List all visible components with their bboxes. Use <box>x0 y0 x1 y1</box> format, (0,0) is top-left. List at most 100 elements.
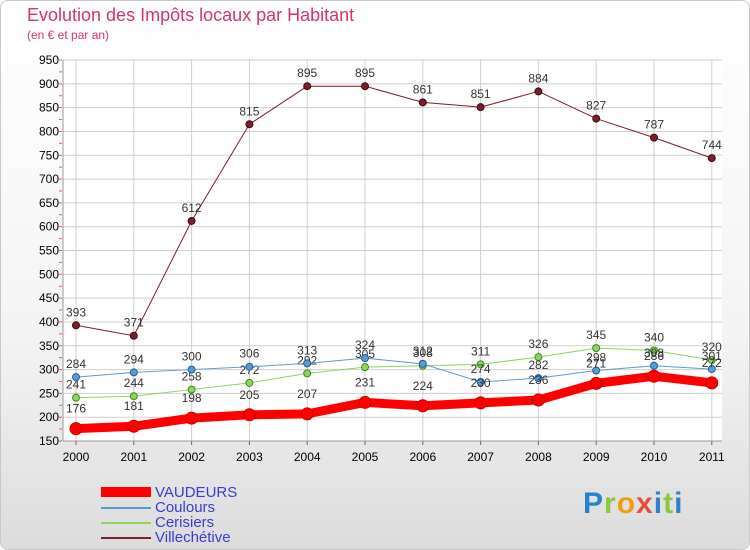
legend-swatch-villechetive <box>101 537 151 539</box>
y-tick-label: 800 <box>39 124 59 138</box>
data-point-coulours <box>592 366 601 375</box>
data-label-villechetive: 815 <box>239 104 259 118</box>
data-point-vaudeurs <box>69 422 83 436</box>
data-label-vaudeurs: 224 <box>413 379 433 393</box>
legend-item-vaudeurs: VAUDEURS <box>101 484 301 501</box>
data-point-villechetive <box>534 87 543 96</box>
data-label-villechetive: 851 <box>471 87 491 101</box>
data-point-villechetive <box>476 103 485 112</box>
data-label-vaudeurs: 272 <box>702 356 722 370</box>
data-point-villechetive <box>361 82 369 91</box>
data-point-vaudeurs <box>416 399 430 413</box>
legend-swatch-vaudeurs <box>101 487 151 497</box>
series-line-villechetive <box>75 85 713 337</box>
data-label-villechetive: 827 <box>586 99 606 113</box>
series-line-cerisiers <box>75 347 713 399</box>
data-point-cerisiers <box>650 346 658 355</box>
legend-label-coulours: Coulours <box>155 499 216 516</box>
data-point-vaudeurs <box>300 407 314 421</box>
data-label-coulours: 298 <box>586 351 606 365</box>
data-label-villechetive: 393 <box>66 305 86 319</box>
x-tick-label: 2009 <box>583 450 610 464</box>
data-point-villechetive <box>650 133 658 142</box>
legend-item-coulours: Coulours <box>101 499 301 516</box>
data-point-villechetive <box>592 114 601 123</box>
logo-letter: i <box>653 487 664 520</box>
logo-letter: t <box>663 487 675 520</box>
data-label-villechetive: 612 <box>182 201 202 215</box>
y-tick-label: 900 <box>39 77 59 91</box>
data-label-villechetive: 787 <box>644 118 664 132</box>
x-tick-label: 2001 <box>120 450 147 464</box>
x-tick-label: 2000 <box>63 450 90 464</box>
y-tick-label: 950 <box>39 53 59 67</box>
data-label-coulours: 284 <box>66 357 86 371</box>
data-label-villechetive: 744 <box>702 138 722 152</box>
series-line-coulours <box>75 357 713 383</box>
data-label-vaudeurs: 198 <box>182 391 202 405</box>
data-label-cerisiers: 326 <box>528 337 548 351</box>
x-tick-label: 2010 <box>641 450 668 464</box>
data-point-coulours <box>187 365 196 374</box>
legend-label-vaudeurs: VAUDEURS <box>155 484 238 501</box>
x-tick-label: 2005 <box>352 450 379 464</box>
proxiti-logo: Proxiti <box>583 487 683 521</box>
data-point-villechetive <box>303 82 312 91</box>
data-label-coulours: 274 <box>471 362 491 376</box>
data-label-villechetive: 861 <box>413 82 433 96</box>
data-point-cerisiers <box>361 363 369 372</box>
data-label-villechetive: 895 <box>355 66 375 80</box>
data-label-coulours: 313 <box>297 343 317 357</box>
data-label-cerisiers: 311 <box>471 344 490 358</box>
data-label-villechetive: 371 <box>124 316 144 330</box>
data-point-cerisiers <box>476 360 485 369</box>
data-point-coulours <box>72 373 80 382</box>
data-label-coulours: 294 <box>124 352 144 366</box>
legend-swatch-cerisiers <box>101 522 151 524</box>
chart-title: Evolution des Impôts locaux par Habitant <box>27 5 355 25</box>
data-point-cerisiers <box>592 344 601 353</box>
x-tick-label: 2008 <box>525 450 552 464</box>
data-point-vaudeurs <box>127 419 141 433</box>
legend-item-cerisiers: Cerisiers <box>101 514 301 531</box>
y-tick-label: 750 <box>39 148 59 162</box>
x-tick-label: 2007 <box>467 450 494 464</box>
data-label-cerisiers: 244 <box>124 376 144 390</box>
y-tick-label: 300 <box>39 363 59 377</box>
data-point-villechetive <box>129 331 138 340</box>
logo-letter: i <box>674 487 684 520</box>
data-label-coulours: 306 <box>239 347 259 361</box>
data-point-villechetive <box>187 216 196 225</box>
y-tick-label: 850 <box>39 101 59 115</box>
data-label-vaudeurs: 286 <box>644 349 664 363</box>
data-point-vaudeurs <box>358 395 372 409</box>
data-label-vaudeurs: 207 <box>297 387 317 401</box>
x-tick-label: 2004 <box>294 450 321 464</box>
data-label-cerisiers: 345 <box>586 328 606 342</box>
data-label-coulours: 312 <box>413 344 433 358</box>
data-point-coulours <box>361 354 369 363</box>
data-point-coulours <box>650 361 658 370</box>
data-point-villechetive <box>418 98 427 107</box>
data-label-cerisiers: 340 <box>644 331 664 345</box>
legend: VAUDEURS Coulours Cerisiers Villechétive <box>101 484 301 546</box>
chart-subtitle: (en € et par an) <box>27 28 110 42</box>
data-label-vaudeurs: 181 <box>124 399 144 413</box>
data-label-cerisiers: 258 <box>182 370 202 384</box>
y-tick-label: 550 <box>39 244 59 258</box>
y-tick-label: 250 <box>39 386 59 400</box>
data-point-vaudeurs <box>531 393 545 407</box>
data-label-coulours: 324 <box>355 338 375 352</box>
y-tick-label: 500 <box>39 267 59 281</box>
data-point-coulours <box>303 359 312 368</box>
data-label-coulours: 301 <box>702 349 722 363</box>
data-label-coulours: 308 <box>644 346 664 360</box>
data-point-vaudeurs <box>474 396 488 410</box>
data-label-vaudeurs: 236 <box>528 373 548 387</box>
data-point-coulours <box>476 377 485 386</box>
data-point-villechetive <box>245 120 254 129</box>
y-tick-label: 200 <box>39 410 59 424</box>
data-point-coulours <box>534 374 543 383</box>
